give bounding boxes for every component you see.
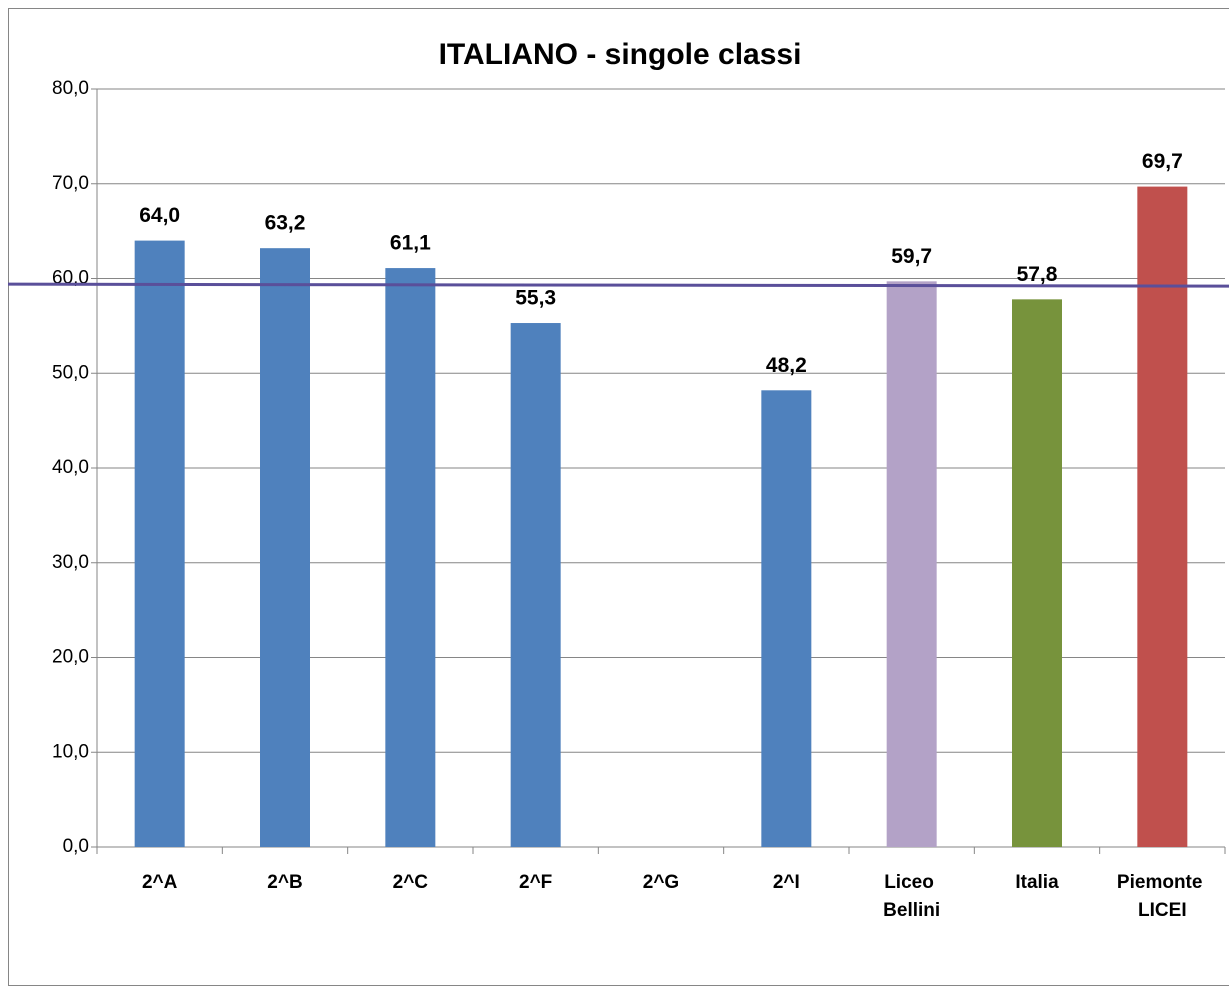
bar xyxy=(385,268,436,847)
y-tick-label: 80,0 xyxy=(52,78,89,99)
data-label: 61,1 xyxy=(390,232,431,255)
data-label: 69,7 xyxy=(1142,150,1183,173)
y-tick-label: 50,0 xyxy=(52,362,89,383)
x-tick-label: 2^F xyxy=(519,872,552,893)
bar xyxy=(761,390,812,847)
bar xyxy=(1012,299,1062,848)
bar xyxy=(134,240,185,848)
reference-line xyxy=(7,282,1229,288)
x-tick-label: 2^I xyxy=(773,872,800,893)
y-tick-label: 20,0 xyxy=(52,647,89,668)
data-label: 55,3 xyxy=(515,287,556,310)
bar xyxy=(260,248,310,847)
data-label: 59,7 xyxy=(891,245,932,268)
data-label: 57,8 xyxy=(1017,263,1058,286)
x-tick-label: Liceo Bellini xyxy=(883,872,940,921)
y-tick-label: 10,0 xyxy=(52,741,89,762)
x-tick-label: 2^A xyxy=(142,872,178,893)
bar xyxy=(1137,186,1188,847)
x-tick-label: Italia xyxy=(1015,872,1059,893)
data-label: 64,0 xyxy=(139,204,180,227)
x-tick-label: 2^B xyxy=(267,872,302,893)
data-label: 63,2 xyxy=(265,212,306,235)
data-label: 48,2 xyxy=(766,354,807,377)
y-tick-label: 30,0 xyxy=(52,552,89,573)
y-tick-label: 0,0 xyxy=(63,836,89,857)
x-tick-label: Piemonte LICEI xyxy=(1117,872,1208,921)
x-tick-label: 2^G xyxy=(643,872,679,893)
x-tick-label: 2^C xyxy=(393,872,429,893)
bar xyxy=(510,323,561,848)
bar xyxy=(886,281,937,847)
chart-title: ITALIANO - singole classi xyxy=(439,38,802,71)
y-tick-label: 40,0 xyxy=(52,457,89,478)
y-tick-label: 70,0 xyxy=(52,173,89,194)
